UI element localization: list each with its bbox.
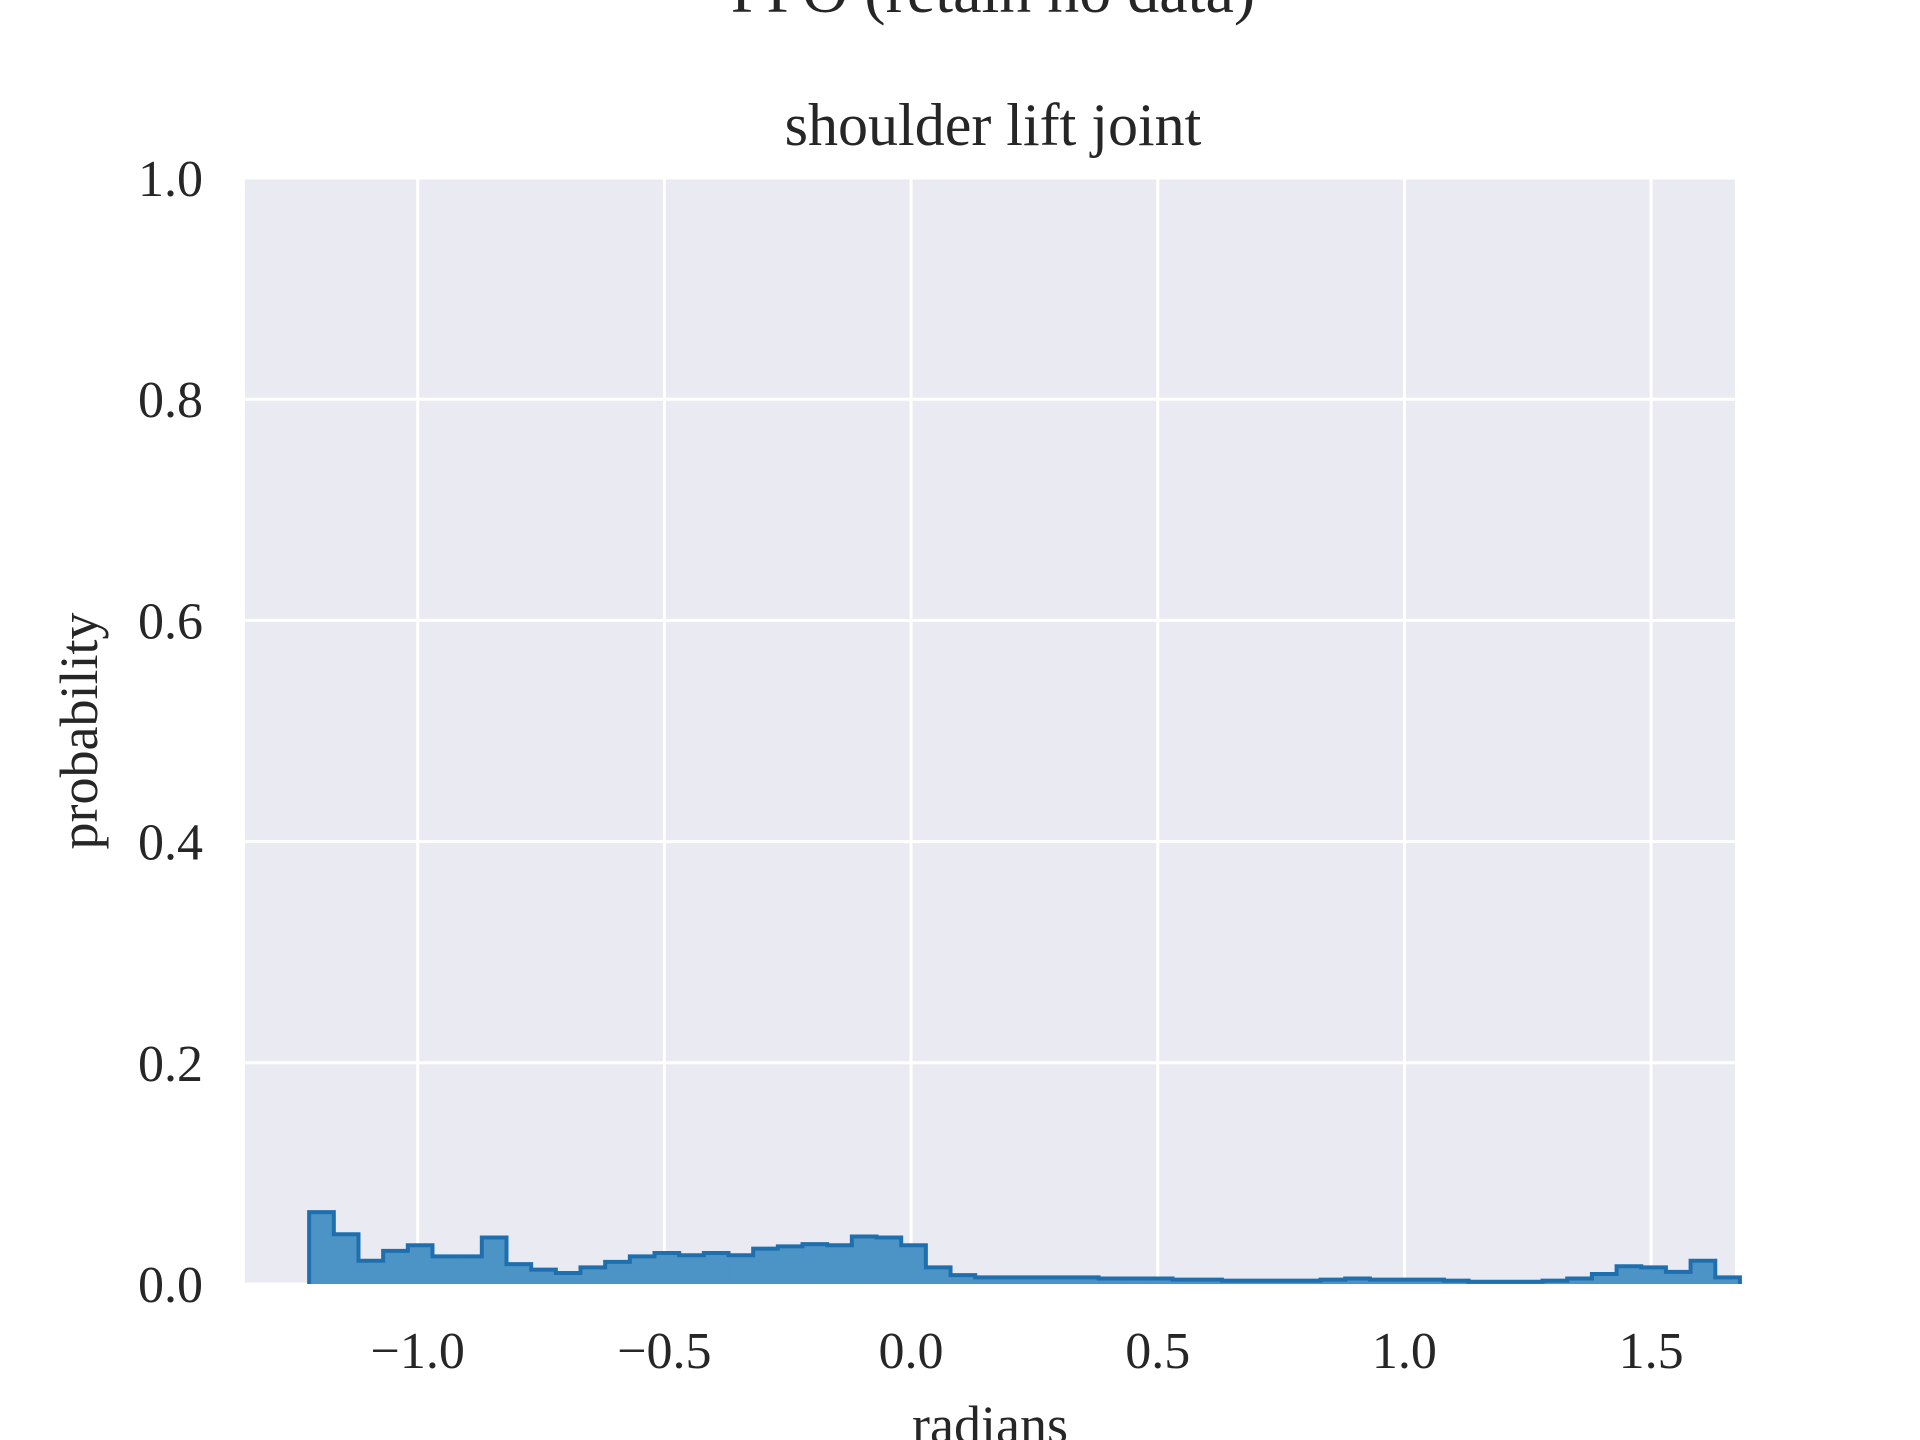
y-tick-label: 0.0 [138, 1257, 203, 1314]
histogram-bar [1394, 1279, 1420, 1284]
histogram-bar [876, 1237, 902, 1284]
x-axis-label: radians [912, 1395, 1068, 1440]
histogram-bar [728, 1255, 754, 1284]
histogram-bar [457, 1256, 483, 1284]
histogram-bar [1147, 1278, 1174, 1284]
histogram-bar [1715, 1277, 1741, 1284]
histogram-bar [1197, 1279, 1223, 1284]
histogram-bar [1641, 1267, 1667, 1284]
histogram-bar [605, 1261, 631, 1284]
histogram-bar [1073, 1277, 1100, 1284]
histogram-bar [1690, 1260, 1716, 1284]
histogram-bar [975, 1277, 1001, 1284]
x-tick-labels: −1.0 −0.5 0.0 0.5 1.0 1.5 [371, 1323, 1684, 1380]
x-tick-label: 1.0 [1372, 1323, 1437, 1380]
histogram-bar [1049, 1277, 1075, 1284]
histogram-bar [358, 1260, 384, 1284]
histogram-bar [1665, 1271, 1692, 1284]
chart-title: shoulder lift joint [785, 92, 1202, 158]
histogram-bar [309, 1212, 335, 1284]
histogram-bar [1024, 1277, 1050, 1284]
x-tick-label: −1.0 [371, 1323, 465, 1380]
x-tick-label: 0.5 [1125, 1323, 1190, 1380]
x-tick-label: 0.0 [879, 1323, 944, 1380]
x-tick-label: −0.5 [617, 1323, 711, 1380]
histogram-bar [777, 1246, 804, 1284]
y-tick-label: 0.8 [138, 372, 203, 429]
histogram-bar [531, 1269, 557, 1284]
histogram-bar [827, 1245, 853, 1284]
histogram-bar [555, 1272, 581, 1284]
histogram-bar [432, 1256, 458, 1284]
y-axis-label: probability [49, 613, 109, 850]
histogram-bar [1369, 1279, 1396, 1284]
histogram-bar [407, 1245, 433, 1284]
figure-suptitle: PPO (retain no data) [731, 0, 1255, 26]
y-tick-label: 0.4 [138, 815, 203, 872]
histogram-bar [901, 1245, 927, 1284]
histogram-bar [506, 1264, 532, 1284]
histogram-bar [1591, 1274, 1618, 1284]
histogram-bar [629, 1256, 656, 1284]
histogram-bar [925, 1267, 952, 1284]
histogram-bar [679, 1255, 705, 1284]
histogram-bar [1320, 1279, 1346, 1284]
histogram-bar [333, 1234, 359, 1284]
plot-area [245, 178, 1735, 1284]
histogram-bar [999, 1277, 1026, 1284]
histogram-bar [1345, 1278, 1371, 1284]
histogram-bar [1616, 1266, 1642, 1284]
histogram-bar [1567, 1278, 1593, 1284]
x-tick-label: 1.5 [1619, 1323, 1684, 1380]
histogram-bar [1172, 1279, 1198, 1284]
histogram-bar [753, 1248, 779, 1284]
histogram-bar [383, 1250, 409, 1284]
histogram-bar [1419, 1279, 1445, 1284]
histogram-bar [580, 1267, 606, 1284]
y-tick-label: 0.6 [138, 593, 203, 650]
histogram-bar [703, 1253, 730, 1284]
histogram-bar [654, 1253, 680, 1284]
y-tick-label: 0.2 [138, 1036, 203, 1093]
histogram-bar [851, 1236, 878, 1284]
histogram-bars [307, 1210, 1742, 1284]
histogram-bar [1098, 1278, 1124, 1284]
histogram-bar [481, 1237, 507, 1284]
y-tick-label: 1.0 [138, 151, 203, 208]
histogram-bar [950, 1275, 976, 1284]
histogram-bar [802, 1244, 828, 1284]
y-tick-labels: 0.0 0.2 0.4 0.6 0.8 1.0 [138, 151, 203, 1314]
histogram-outline [307, 1210, 1742, 1284]
histogram-bar [1123, 1278, 1149, 1284]
